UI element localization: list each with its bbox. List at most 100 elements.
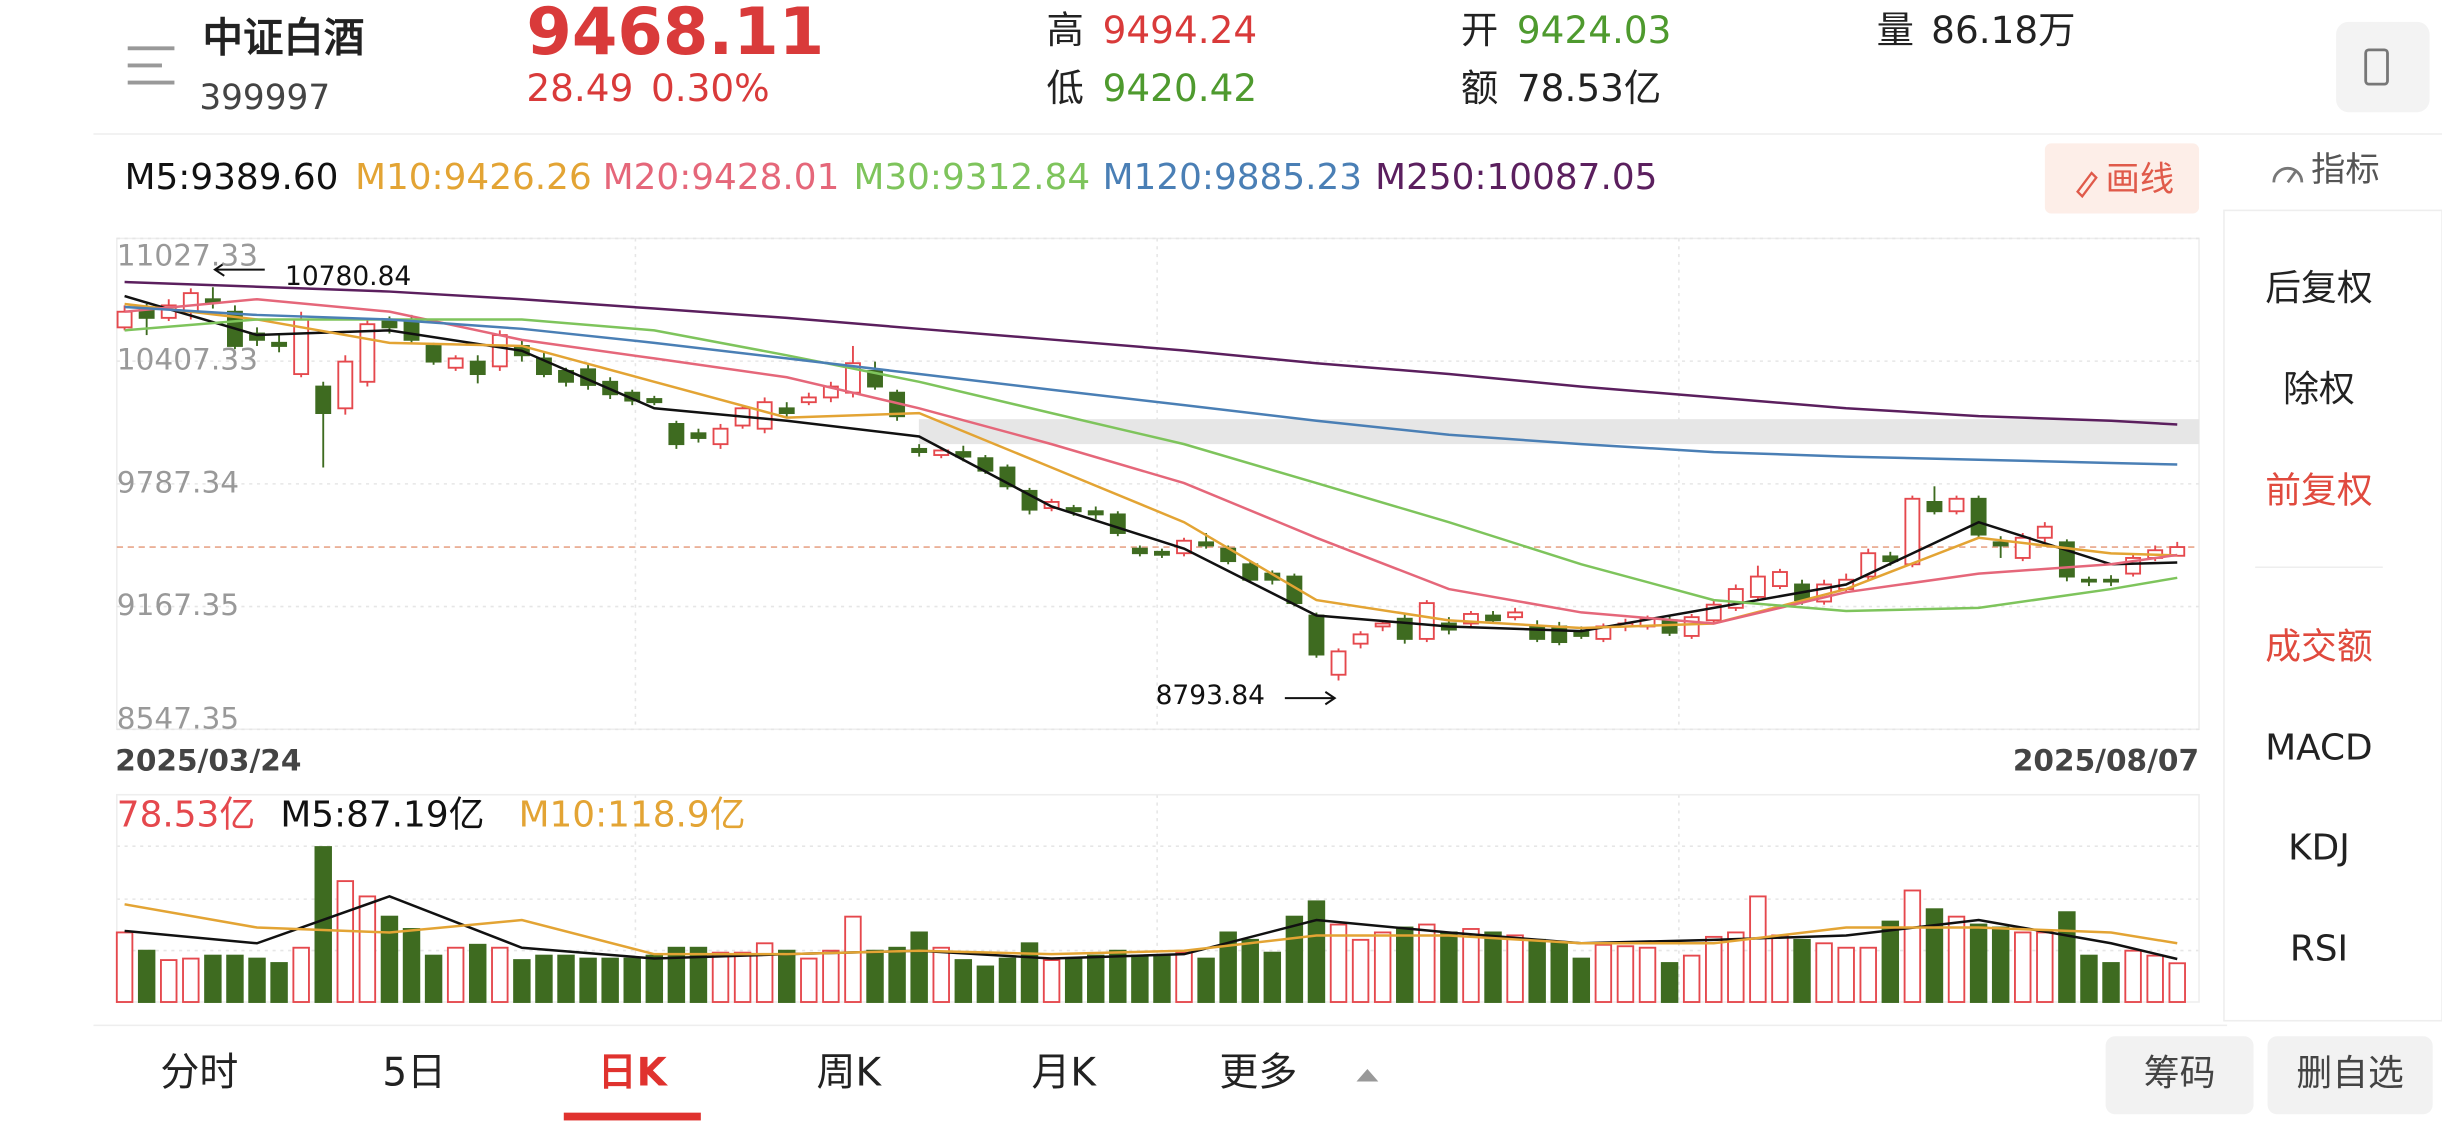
candle-body: [2014, 536, 2031, 559]
tab[interactable]: 更多: [1219, 1051, 1297, 1096]
volume-bar: [1881, 920, 1900, 1003]
action-button[interactable]: 筹码: [2144, 1053, 2216, 1094]
volume-bar: [336, 880, 355, 1003]
volume-bar: [822, 949, 840, 1003]
more-triangle: [1356, 1069, 1379, 1082]
candle-body: [1882, 555, 1899, 563]
ma-legend: M30:9312.84: [853, 157, 1090, 198]
side-item[interactable]: MACD: [2265, 728, 2372, 769]
highlight-zone: [918, 419, 2200, 445]
volume-bar: [645, 954, 664, 1003]
candle-body: [690, 432, 707, 439]
volume-bar: [1528, 938, 1546, 1003]
candle-body: [1374, 622, 1391, 628]
end-date: 2025/08/07: [2013, 744, 2199, 778]
volume-bar: [733, 951, 752, 1003]
volume-bar: [711, 951, 730, 1003]
side-item[interactable]: 前复权: [2265, 470, 2372, 511]
y-tick-label: 9787.34: [117, 465, 239, 499]
draw-button[interactable]: 画线: [2044, 143, 2200, 214]
volume-bar: [2102, 962, 2120, 1003]
candle-body: [1926, 501, 1943, 513]
volume-bar: [1418, 923, 1436, 1003]
landscape-button[interactable]: [2336, 21, 2430, 113]
volume-bar: [1241, 938, 1259, 1003]
action-button[interactable]: 删自选: [2296, 1053, 2403, 1094]
volume-bar: [1903, 889, 1922, 1003]
side-item[interactable]: RSI: [2290, 929, 2348, 970]
tab-underline: [563, 1112, 701, 1121]
phone-icon: [2364, 48, 2389, 86]
candle-body: [1948, 497, 1965, 513]
volume-bar: [469, 943, 487, 1003]
candle-body: [1551, 625, 1568, 644]
candle-body: [315, 385, 332, 415]
volume-bar: [1815, 942, 1833, 1003]
volume-bar: [623, 957, 641, 1003]
tab[interactable]: 周K: [817, 1051, 883, 1096]
change: 28.49: [526, 66, 633, 110]
candle-body: [1418, 602, 1435, 640]
candle-body: [1749, 575, 1766, 598]
volume-bar: [932, 946, 950, 1003]
volume-bar: [1131, 954, 1149, 1003]
volume-bar: [778, 949, 796, 1003]
candle-body: [447, 357, 464, 369]
volume-bar: [402, 928, 421, 1003]
side-item[interactable]: KDJ: [2288, 827, 2350, 868]
candle-body: [756, 401, 773, 430]
ma-line: [124, 895, 2178, 961]
tab[interactable]: 月K: [1031, 1051, 1097, 1096]
candle-body: [491, 334, 508, 368]
candle-body: [1683, 616, 1700, 637]
y-tick-label: 8547.35: [117, 701, 239, 735]
menu-icon[interactable]: [127, 46, 175, 85]
volume-bar: [1793, 938, 1811, 1003]
ma-line: [124, 318, 2178, 613]
candle-body: [182, 292, 199, 313]
volume-bar: [1705, 935, 1723, 1003]
volume-ma-legend: M5:87.19亿: [280, 795, 484, 836]
volume-bar: [535, 954, 553, 1003]
volume-bar: [380, 915, 399, 1003]
volume-bar: [1396, 926, 1414, 1003]
volume-bar: [755, 942, 774, 1003]
low-label: 低: [1047, 66, 1084, 110]
volume-bar: [1263, 951, 1282, 1003]
side-item[interactable]: 后复权: [2265, 268, 2372, 309]
high-label: 高: [1047, 8, 1084, 52]
volume-bar: [1329, 923, 1348, 1003]
tab[interactable]: 5日: [382, 1051, 446, 1096]
volume-current: 78.53亿: [117, 795, 255, 836]
volume-bar: [601, 957, 619, 1003]
volume-bar: [2168, 962, 2186, 1003]
candle-body: [712, 427, 729, 446]
candle-body: [425, 345, 442, 363]
candle-body: [249, 332, 265, 341]
volume-bar: [1947, 915, 1966, 1003]
candle-body: [668, 423, 685, 446]
indicator-button[interactable]: 指标: [2272, 150, 2380, 190]
side-item[interactable]: 除权: [2283, 369, 2355, 410]
tab[interactable]: 分时: [160, 1051, 238, 1096]
candle-body: [800, 396, 817, 404]
volume-bar: [513, 959, 531, 1003]
side-item[interactable]: 成交额: [2265, 626, 2372, 667]
candle-body: [381, 320, 398, 329]
volume-bar: [270, 962, 288, 1003]
tab[interactable]: 日K: [598, 1051, 669, 1096]
volume-bar: [2146, 954, 2164, 1003]
ma-line: [124, 302, 2178, 630]
amount-label: 额: [1461, 66, 1498, 110]
ma-legend: M5:9389.60: [125, 157, 339, 198]
stock-name: 中证白酒: [202, 14, 364, 62]
pencil-icon: [2076, 171, 2098, 199]
volume-bar: [446, 946, 465, 1003]
volume-ma-legend: M10:118.9亿: [519, 795, 746, 836]
volume-bar: [248, 957, 266, 1003]
candle-body: [1463, 613, 1479, 625]
volume-bar: [1925, 908, 1944, 1003]
candle-body: [646, 398, 663, 404]
candle-body: [1485, 614, 1501, 622]
volume-bar: [667, 946, 686, 1003]
